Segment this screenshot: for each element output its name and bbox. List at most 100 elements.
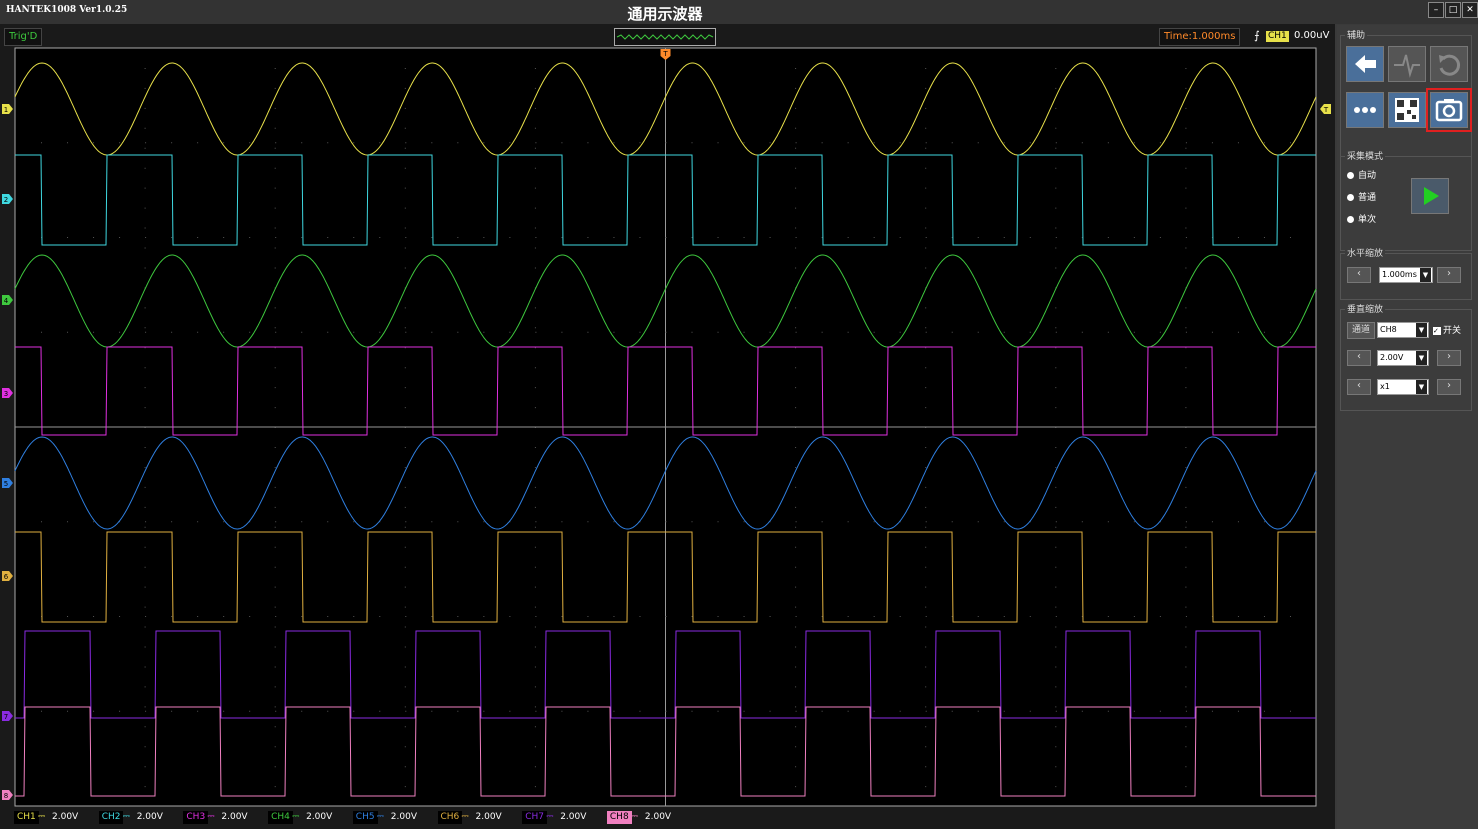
switch-checkbox[interactable]: ✓ 开关 [1433,326,1462,336]
channel-scale: 2.00V [306,812,333,822]
channel-label: CH4 [268,811,293,824]
waveform [15,706,1316,797]
trigger-level: 0.00uV [1294,30,1330,41]
close-button[interactable]: ✕ [1462,2,1478,18]
coupling-icon: ⎓ [546,812,554,822]
marker-flag [2,104,13,114]
scope-screen: 1 2 4 3 5 6 7 8 T T [2,47,1331,807]
channel-bar: CH1 ⎓ 2.00V CH2 ⎓ 2.00V CH3 ⎓ 2.00V CH4 ⎓ 2.00V CH5 ⎓… [0,808,1335,829]
acquisition-group: 采集模式 自动 普通 单次 [1340,149,1472,251]
channel-label: CH8 [606,811,632,824]
channel-markers: 1 2 4 3 5 6 7 8 T T [2,49,1331,800]
coupling-icon: ⎓ [376,812,384,822]
horizontal-select[interactable]: 1.000ms [1379,267,1433,283]
waveform [15,346,1316,436]
normal-option[interactable]: 普通 [1347,190,1376,203]
control-panel: 辅助 采集模式 自动 普通 单次 水平缩放 ‹ 1.000ms › 垂直缩放 通… [1337,25,1478,829]
marker-label: 3 [4,390,8,398]
coupling-icon: ⎓ [461,812,469,822]
horizontal-increase[interactable]: › [1437,267,1461,283]
channel-label: CH2 [98,811,124,824]
qr-button[interactable] [1388,92,1426,128]
trigger-flag [660,49,671,60]
overview-wave [616,34,714,40]
marker-flag [2,711,13,721]
back-button[interactable] [1346,46,1384,82]
run-button[interactable] [1411,178,1449,214]
wave-button[interactable] [1388,46,1426,82]
marker-flag [2,388,13,398]
trigger-state: Trig'D [4,28,43,46]
horizontal-decrease[interactable]: ‹ [1347,267,1371,283]
minimize-button[interactable]: – [1428,2,1444,18]
probe-decrease[interactable]: ‹ [1347,379,1371,395]
channel-scale: 2.00V [136,812,163,822]
coupling-icon: ⎓ [207,812,215,822]
channel-scale: 2.00V [221,812,248,822]
aux-group: 辅助 [1340,28,1472,157]
waveforms [14,62,1317,797]
marker-label: 4 [4,297,9,305]
waveform [15,630,1316,719]
waveform [15,531,1316,623]
coupling-icon: ⎓ [122,812,130,822]
acquisition-title: 采集模式 [1345,149,1386,162]
channel-label: CH7 [522,811,547,824]
aux-title: 辅助 [1345,28,1368,41]
app-name: HANTEK1008 Ver1.0.25 [6,5,128,15]
volts-select[interactable]: 2.00V [1377,350,1429,366]
channel-select[interactable]: CH8 [1377,322,1429,338]
trigger-channel: CH1 [1266,31,1289,42]
vertical-title: 垂直缩放 [1345,302,1386,315]
coupling-icon: ⎓ [38,812,46,822]
volts-decrease[interactable]: ‹ [1347,350,1371,366]
single-option[interactable]: 单次 [1347,212,1376,225]
memory-overview [614,28,716,46]
trigger-marker: T [662,50,668,58]
marker-label: 2 [4,196,8,204]
switch-label: 开关 [1443,326,1462,336]
undo-button[interactable] [1430,46,1468,82]
probe-increase[interactable]: › [1437,379,1461,395]
waveform [14,436,1317,530]
time-base: Time:1.000ms [1159,28,1241,46]
trigger-edge-icon: ⨍ [1254,29,1260,42]
marker-flag [2,478,13,488]
more-button[interactable] [1346,92,1384,128]
volts-increase[interactable]: › [1437,350,1461,366]
channel-label: CH1 [14,811,39,824]
marker-label: 1 [4,106,8,114]
channel-button[interactable]: 通道 [1347,322,1375,339]
channel-label: CH6 [437,811,463,824]
marker-flag [2,295,13,305]
channel-scale: 2.00V [52,812,79,822]
marker-flag [2,790,13,800]
horizontal-group: 水平缩放 ‹ 1.000ms › [1340,246,1472,300]
waveform [14,254,1317,348]
screenshot-button[interactable] [1426,88,1472,132]
channel-scale: 2.00V [475,812,502,822]
title-bar: HANTEK1008 Ver1.0.25 通用示波器 – □ ✕ [0,0,1478,24]
marker-label: 5 [4,480,8,488]
auto-option[interactable]: 自动 [1347,168,1376,181]
waveform [14,62,1317,156]
marker-label: 6 [4,573,9,581]
marker-label: 7 [4,713,8,721]
coupling-icon: ⎓ [292,812,300,822]
coupling-icon: ⎓ [630,812,639,822]
marker-flag [2,571,13,581]
grid [15,48,1316,806]
vertical-group: 垂直缩放 通道 CH8 ✓开关 ‹ 2.00V › ‹ x1 › [1340,302,1472,411]
maximize-button[interactable]: □ [1445,2,1461,18]
probe-select[interactable]: x1 [1377,379,1429,395]
trigger-level-marker: T [1323,106,1329,114]
channel-scale: 2.00V [390,812,417,822]
channel-label: CH5 [352,811,378,824]
window-title: 通用示波器 [627,5,703,23]
waveform [15,154,1316,246]
marker-label: 8 [4,792,8,800]
channel-scale: 2.00V [560,812,587,822]
trigger-level-flag [1320,104,1331,114]
horizontal-title: 水平缩放 [1345,246,1386,259]
